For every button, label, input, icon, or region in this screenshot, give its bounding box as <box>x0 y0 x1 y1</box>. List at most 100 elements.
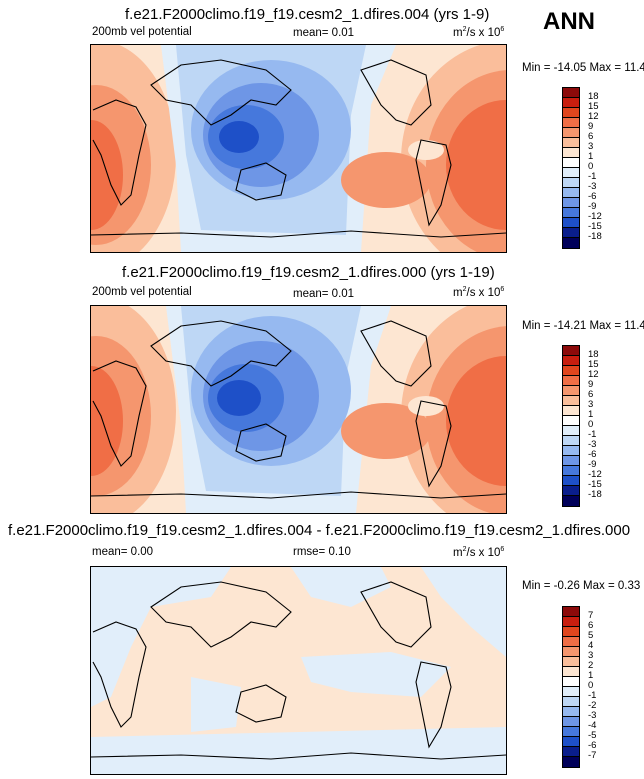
colorbar-swatch <box>563 727 579 737</box>
colorbar-swatch <box>563 88 579 98</box>
colorbar-swatch <box>563 657 579 667</box>
colorbar-swatch <box>563 466 579 476</box>
colorbar-tick-label: 6 <box>588 389 594 400</box>
colorbar-swatch <box>563 697 579 707</box>
colorbar-tick-label: -9 <box>588 201 597 212</box>
colorbar-swatch <box>563 637 579 647</box>
colorbar-tick-label: 3 <box>588 141 594 152</box>
colorbar-swatch <box>563 717 579 727</box>
colorbar-swatch <box>563 406 579 416</box>
panel-2-title: f.e21.F2000climo.f19_f19.cesm2_1.dfires.… <box>122 264 495 281</box>
colorbar-swatch <box>563 617 579 627</box>
panel-1-minmax: Min = -14.05 Max = 11.44 <box>522 62 644 74</box>
colorbar-tick-label: 1 <box>588 409 594 420</box>
colorbar-swatch <box>563 426 579 436</box>
colorbar-swatch <box>563 627 579 637</box>
colorbar-tick-label: -5 <box>588 730 597 741</box>
colorbar-tick-label: 4 <box>588 640 594 651</box>
panel-3-title: f.e21.F2000climo.f19_f19.cesm2_1.dfires.… <box>8 522 631 539</box>
colorbar-swatch <box>563 687 579 697</box>
colorbar-tick-label: -6 <box>588 449 597 460</box>
panel-3-mean-label: mean= 0.00 <box>92 546 154 558</box>
colorbar-tick-label: 1 <box>588 670 594 681</box>
colorbar-tick-label: 3 <box>588 399 594 410</box>
panel-2-colorbar <box>562 345 580 507</box>
colorbar-tick-label: -3 <box>588 710 597 721</box>
colorbar-tick-label: 15 <box>588 359 599 370</box>
colorbar-swatch <box>563 707 579 717</box>
panel-1-title: f.e21.F2000climo.f19_f19.cesm2_1.dfires.… <box>125 6 490 23</box>
colorbar-swatch <box>563 396 579 406</box>
colorbar-tick-label: 0 <box>588 161 594 172</box>
panel-2-units: m2/s x 106 <box>453 286 505 299</box>
colorbar-swatch <box>563 366 579 376</box>
colorbar-swatch <box>563 747 579 757</box>
panel-1-map <box>90 44 507 253</box>
colorbar-tick-label: 12 <box>588 111 599 122</box>
panel-1-variable-label: 200mb vel potential <box>92 26 192 38</box>
colorbar-tick-label: 18 <box>588 91 599 102</box>
colorbar-tick-label: -18 <box>588 231 602 242</box>
colorbar-swatch <box>563 346 579 356</box>
colorbar-swatch <box>563 386 579 396</box>
colorbar-swatch <box>563 228 579 238</box>
panel-3-map <box>90 566 507 775</box>
colorbar-tick-label: -18 <box>588 489 602 500</box>
panel-2-mean-label: mean= 0.01 <box>293 288 355 300</box>
colorbar-tick-label: 12 <box>588 369 599 380</box>
colorbar-tick-label: 0 <box>588 419 594 430</box>
panel-2-variable-label: 200mb vel potential <box>92 286 192 298</box>
colorbar-swatch <box>563 356 579 366</box>
colorbar-tick-label: -9 <box>588 459 597 470</box>
colorbar-tick-label: 18 <box>588 349 599 360</box>
colorbar-tick-label: -4 <box>588 720 597 731</box>
colorbar-swatch <box>563 218 579 228</box>
colorbar-swatch <box>563 667 579 677</box>
colorbar-swatch <box>563 238 579 248</box>
colorbar-tick-label: -6 <box>588 740 597 751</box>
panel-1-colorbar <box>562 87 580 249</box>
colorbar-tick-label: -12 <box>588 469 602 480</box>
colorbar-swatch <box>563 198 579 208</box>
colorbar-swatch <box>563 757 579 767</box>
panel-3-units: m2/s x 106 <box>453 546 505 559</box>
colorbar-swatch <box>563 677 579 687</box>
colorbar-swatch <box>563 178 579 188</box>
colorbar-tick-label: 7 <box>588 610 594 621</box>
colorbar-swatch <box>563 158 579 168</box>
colorbar-tick-label: 0 <box>588 680 594 691</box>
colorbar-tick-label: 15 <box>588 101 599 112</box>
colorbar-swatch <box>563 456 579 466</box>
panel-2-minmax: Min = -14.21 Max = 11.44 <box>522 320 644 332</box>
colorbar-swatch <box>563 737 579 747</box>
colorbar-tick-label: 3 <box>588 650 594 661</box>
colorbar-tick-label: 9 <box>588 379 594 390</box>
colorbar-tick-label: 9 <box>588 121 594 132</box>
colorbar-swatch <box>563 138 579 148</box>
colorbar-swatch <box>563 188 579 198</box>
colorbar-tick-label: -3 <box>588 181 597 192</box>
colorbar-swatch <box>563 416 579 426</box>
colorbar-tick-label: -6 <box>588 191 597 202</box>
colorbar-tick-label: -1 <box>588 690 597 701</box>
panel-3-colorbar <box>562 606 580 768</box>
colorbar-swatch <box>563 476 579 486</box>
colorbar-swatch <box>563 376 579 386</box>
panel-2-map <box>90 305 507 514</box>
colorbar-swatch <box>563 168 579 178</box>
colorbar-tick-label: 5 <box>588 630 594 641</box>
colorbar-tick-label: -1 <box>588 429 597 440</box>
colorbar-tick-label: -2 <box>588 700 597 711</box>
colorbar-tick-label: 6 <box>588 131 594 142</box>
colorbar-tick-label: -7 <box>588 750 597 761</box>
panel-3-minmax: Min = -0.26 Max = 0.33 <box>522 580 641 592</box>
season-label: ANN <box>543 8 595 35</box>
colorbar-tick-label: -15 <box>588 479 602 490</box>
colorbar-swatch <box>563 436 579 446</box>
colorbar-tick-label: -12 <box>588 211 602 222</box>
colorbar-swatch <box>563 118 579 128</box>
colorbar-swatch <box>563 446 579 456</box>
colorbar-swatch <box>563 486 579 496</box>
colorbar-swatch <box>563 98 579 108</box>
colorbar-swatch <box>563 108 579 118</box>
